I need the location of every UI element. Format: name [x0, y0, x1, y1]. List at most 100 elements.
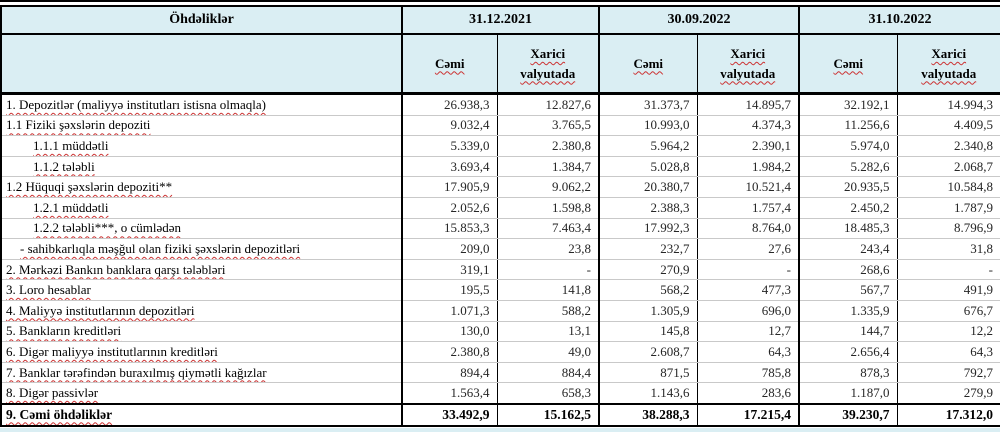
value-cell: 4.374,3 — [697, 115, 800, 137]
value-cell: 2.450,2 — [799, 197, 898, 219]
foreign-currency-column-label: Xarici valyutada — [520, 46, 576, 81]
column-header-liabilities: Öhdəliklər — [1, 6, 403, 35]
value-cell: 195,5 — [402, 279, 498, 301]
value-cell: 878,3 — [799, 362, 898, 384]
value-cell: 38.288,3 — [599, 402, 698, 428]
row-label: 4. Maliyyə institutlarının depozitləri — [6, 302, 195, 318]
column-header-foreign-2: Xarici valyutada — [697, 34, 800, 95]
value-cell: 588,2 — [497, 300, 600, 322]
value-cell: 5.028,8 — [599, 156, 698, 178]
column-header-total-3: Cəmi — [799, 34, 898, 95]
row-label-cell: 1.2.1 müddətli — [1, 197, 403, 219]
value-cell: 279,9 — [897, 382, 1000, 405]
table-row: 1.1.2 tələbli 3.693,4 1.384,7 5.028,8 1.… — [1, 156, 1000, 178]
value-cell: 33.492,9 — [402, 402, 498, 428]
value-cell: - — [697, 259, 800, 281]
value-cell: 568,2 — [599, 279, 698, 301]
value-cell: 3.765,5 — [497, 115, 600, 137]
row-label: 1.2.1 müddətli — [33, 199, 109, 215]
value-cell: 1.787,9 — [897, 197, 1000, 219]
value-cell: 3.693,4 — [402, 156, 498, 178]
value-cell: 2.388,3 — [599, 197, 698, 219]
spacer — [0, 2, 1000, 5]
table-row: 8. Digər passivlər 1.563,4 658,3 1.143,6… — [1, 382, 1000, 405]
row-label-cell: 2. Mərkəzi Bankın banklara qarşı tələblə… — [1, 259, 403, 281]
value-cell: 1.598,8 — [497, 197, 600, 219]
value-cell: 23,8 — [497, 238, 600, 260]
value-cell: 232,7 — [599, 238, 698, 260]
value-cell: 2.340,8 — [897, 135, 1000, 157]
value-cell: 141,8 — [497, 279, 600, 301]
value-cell: 785,8 — [697, 362, 800, 384]
row-label-cell: 3. Loro hesablar — [1, 279, 403, 301]
value-cell: 8.796,9 — [897, 218, 1000, 240]
value-cell: 12,7 — [697, 321, 800, 343]
value-cell: 676,7 — [897, 300, 1000, 322]
value-cell: 9.032,4 — [402, 115, 498, 137]
value-cell: 15.853,3 — [402, 218, 498, 240]
column-header-total-2: Cəmi — [599, 34, 698, 95]
value-cell: 18.485,3 — [799, 218, 898, 240]
total-column-label: Cəmi — [833, 55, 864, 71]
value-cell: 10.993,0 — [599, 115, 698, 137]
value-cell: 2.380,8 — [497, 135, 600, 157]
header-sub-row: Cəmi Xarici valyutada Cəmi Xarici valyut… — [1, 34, 1000, 95]
table-row: 3. Loro hesablar 195,5 141,8 568,2 477,3… — [1, 279, 1000, 301]
value-cell: - — [897, 259, 1000, 281]
value-cell: 17.992,3 — [599, 218, 698, 240]
row-label-cell: 1.1.1 müddətli — [1, 135, 403, 157]
row-label: 1.1.2 tələbli — [33, 158, 95, 174]
value-cell: 268,6 — [799, 259, 898, 281]
value-cell: 14.994,3 — [897, 93, 1000, 116]
value-cell: 696,0 — [697, 300, 800, 322]
row-label-cell: 4. Maliyyə institutlarının depozitləri — [1, 300, 403, 322]
value-cell: 64,3 — [697, 341, 800, 363]
value-cell: 32.192,1 — [799, 93, 898, 116]
row-label-cell: 1.2 Hüquqi şəxslərin depoziti** — [1, 176, 403, 198]
value-cell: 11.256,6 — [799, 115, 898, 137]
row-label: 8. Digər passivlər — [6, 385, 99, 401]
value-cell: 31,8 — [897, 238, 1000, 260]
header-group-row: Öhdəliklər 31.12.2021 30.09.2022 31.10.2… — [1, 6, 1000, 35]
row-label: 5. Bankların kreditləri — [6, 323, 122, 339]
row-label: 1.2.2 tələbli***, o cümlədən — [33, 220, 182, 236]
value-cell: 31.373,7 — [599, 93, 698, 116]
value-cell: 12,2 — [897, 321, 1000, 343]
row-label: 2. Mərkəzi Bankın banklara qarşı tələblə… — [6, 261, 226, 277]
value-cell: 243,4 — [799, 238, 898, 260]
column-header-foreign-3: Xarici valyutada — [897, 34, 1000, 95]
row-label-cell: 7. Banklar tərəfindən buraxılmış qiymətl… — [1, 362, 403, 384]
value-cell: 1.071,3 — [402, 300, 498, 322]
table-row: 1.2.2 tələbli***, o cümlədən 15.853,3 7.… — [1, 218, 1000, 240]
total-column-label: Cəmi — [434, 55, 465, 71]
table-header: Öhdəliklər 31.12.2021 30.09.2022 31.10.2… — [1, 6, 1000, 95]
table-row: 2. Mərkəzi Bankın banklara qarşı tələblə… — [1, 259, 1000, 281]
row-label-cell: - sahibkarlıqla məşğul olan fiziki şəxsl… — [1, 238, 403, 260]
value-cell: 145,8 — [599, 321, 698, 343]
value-cell: 2.390,1 — [697, 135, 800, 157]
value-cell: 130,0 — [402, 321, 498, 343]
row-label: - sahibkarlıqla məşğul olan fiziki şəxsl… — [20, 240, 301, 256]
value-cell: 17.905,9 — [402, 176, 498, 198]
row-label-cell: 6. Digər maliyyə institutlarının kreditl… — [1, 341, 403, 363]
foreign-currency-column-label: Xarici valyutada — [720, 46, 776, 81]
table-row: 1.1.1 müddətli 5.339,0 2.380,8 5.964,2 2… — [1, 135, 1000, 157]
value-cell: 477,3 — [697, 279, 800, 301]
value-cell: 14.895,7 — [697, 93, 800, 116]
value-cell: 5.964,2 — [599, 135, 698, 157]
column-header-empty — [1, 34, 403, 95]
value-cell: 8.764,0 — [697, 218, 800, 240]
row-label-cell: 1.1 Fiziki şəxslərin depoziti — [1, 115, 403, 137]
value-cell: 144,7 — [799, 321, 898, 343]
table-row: 1.2.1 müddətli 2.052,6 1.598,8 2.388,3 1… — [1, 197, 1000, 219]
value-cell: 1.305,9 — [599, 300, 698, 322]
value-cell: 658,3 — [497, 382, 600, 405]
value-cell: 283,6 — [697, 382, 800, 405]
value-cell: 871,5 — [599, 362, 698, 384]
row-label-cell: 1. Depozitlər (maliyyə institutları isti… — [1, 93, 403, 116]
foreign-currency-column-label: Xarici valyutada — [921, 46, 977, 81]
top-divider — [0, 0, 1000, 2]
value-cell: - — [497, 259, 600, 281]
value-cell: 1.143,6 — [599, 382, 698, 405]
row-label: 1.1.1 müddətli — [33, 137, 109, 153]
